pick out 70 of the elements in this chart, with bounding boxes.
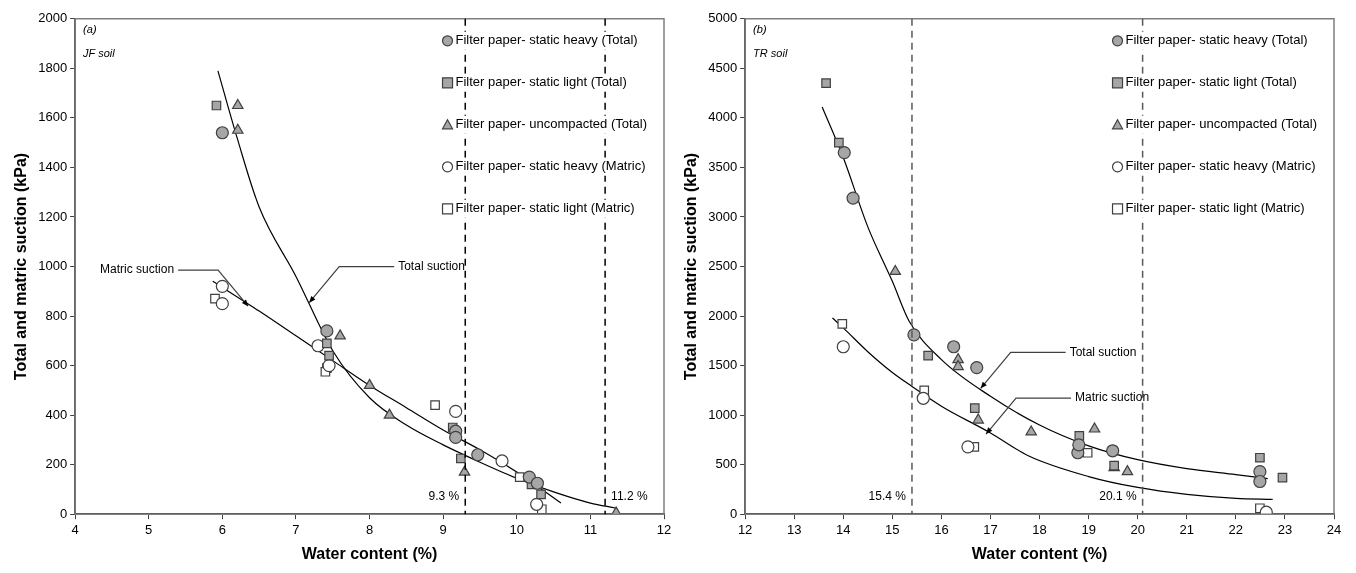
y-tick-label: 0	[59, 505, 68, 521]
x-tick-label: 19	[1081, 521, 1096, 537]
x-tick-label: 12	[656, 521, 672, 537]
ref-line-label: 20.1 %	[1099, 489, 1137, 504]
x-tick-label: 23	[1277, 521, 1293, 537]
y-tick-label: 2000	[38, 10, 68, 26]
y-tick-label: 5000	[708, 10, 738, 26]
ref-line-label: 15.4 %	[868, 489, 907, 504]
y-tick-label: 600	[45, 357, 68, 373]
legend-label: Filter paper- static heavy (Matric)	[1125, 158, 1316, 174]
x-tick-label: 5	[145, 521, 153, 537]
annotation: Total suction	[1069, 344, 1137, 359]
annotation: (b)	[753, 23, 767, 36]
legend-label: Filter paper- static light (Total)	[1125, 74, 1297, 90]
x-tick-label: 20	[1130, 521, 1145, 537]
y-tick-label: 1500	[708, 357, 738, 373]
y-tick-label: 800	[45, 307, 68, 323]
y-tick-label: 4000	[708, 109, 738, 125]
y-tick-label: 2500	[708, 258, 738, 274]
y-tick-label: 1000	[708, 406, 738, 422]
x-tick-label: 17	[983, 521, 998, 537]
x-tick-label: 7	[292, 521, 300, 537]
annotation: TR soil	[753, 47, 788, 60]
x-tick-label: 6	[218, 521, 226, 537]
y-tick-label: 4500	[708, 59, 738, 75]
legend-label: Filter paper- static heavy (Matric)	[455, 158, 646, 174]
x-tick-label: 4	[71, 521, 79, 537]
x-tick-label: 22	[1228, 521, 1244, 537]
x-tick-label: 15	[885, 521, 900, 537]
y-axis-title: Total and matric suction (kPa)	[12, 152, 30, 381]
y-tick-label: 200	[45, 456, 68, 472]
x-tick-label: 21	[1179, 521, 1195, 537]
legend-label: Filter paper- static light (Matric)	[1125, 200, 1305, 216]
annotation: JF soil	[82, 47, 116, 60]
annotation: Total suction	[398, 258, 465, 273]
legend-label: Filter paper- uncompacted (Total)	[455, 116, 648, 132]
x-tick-label: 9	[439, 521, 447, 537]
x-tick-label: 24	[1326, 521, 1342, 537]
y-tick-label: 1600	[38, 109, 68, 125]
legend-label: Filter paper- static heavy (Total)	[455, 32, 638, 48]
y-tick-label: 500	[715, 456, 738, 472]
x-tick-label: 13	[786, 521, 802, 537]
x-tick-label: 12	[737, 521, 753, 537]
annotation: (a)	[83, 23, 97, 36]
x-tick-label: 18	[1032, 521, 1047, 537]
ref-line-label: 9.3 %	[428, 489, 460, 504]
x-tick-label: 8	[365, 521, 374, 537]
x-tick-label: 14	[836, 521, 851, 537]
y-tick-label: 3000	[708, 208, 738, 224]
y-tick-label: 1000	[38, 258, 68, 274]
x-axis-title: Water content (%)	[971, 544, 1108, 562]
x-axis-title: Water content (%)	[301, 544, 438, 562]
legend-label: Filter paper- uncompacted (Total)	[1125, 116, 1318, 132]
ref-line-label: 11.2 %	[611, 489, 648, 504]
annotation: Matric suction	[1075, 390, 1150, 405]
y-tick-label: 400	[45, 406, 68, 422]
y-axis-title: Total and matric suction (kPa)	[682, 152, 700, 381]
y-tick-label: 3500	[708, 159, 738, 174]
annotation: Matric suction	[100, 262, 175, 277]
x-tick-label: 10	[509, 521, 525, 537]
y-tick-label: 1200	[38, 208, 68, 224]
legend-label: Filter paper- static light (Matric)	[455, 200, 635, 216]
y-tick-label: 1400	[38, 159, 68, 174]
legend-label: Filter paper- static heavy (Total)	[1125, 32, 1308, 48]
y-tick-label: 0	[729, 505, 738, 521]
x-tick-label: 11	[583, 521, 598, 537]
y-tick-label: 1800	[38, 59, 68, 75]
y-tick-label: 2000	[708, 307, 738, 323]
x-tick-label: 16	[934, 521, 949, 537]
legend-label: Filter paper- static light (Total)	[455, 74, 627, 90]
